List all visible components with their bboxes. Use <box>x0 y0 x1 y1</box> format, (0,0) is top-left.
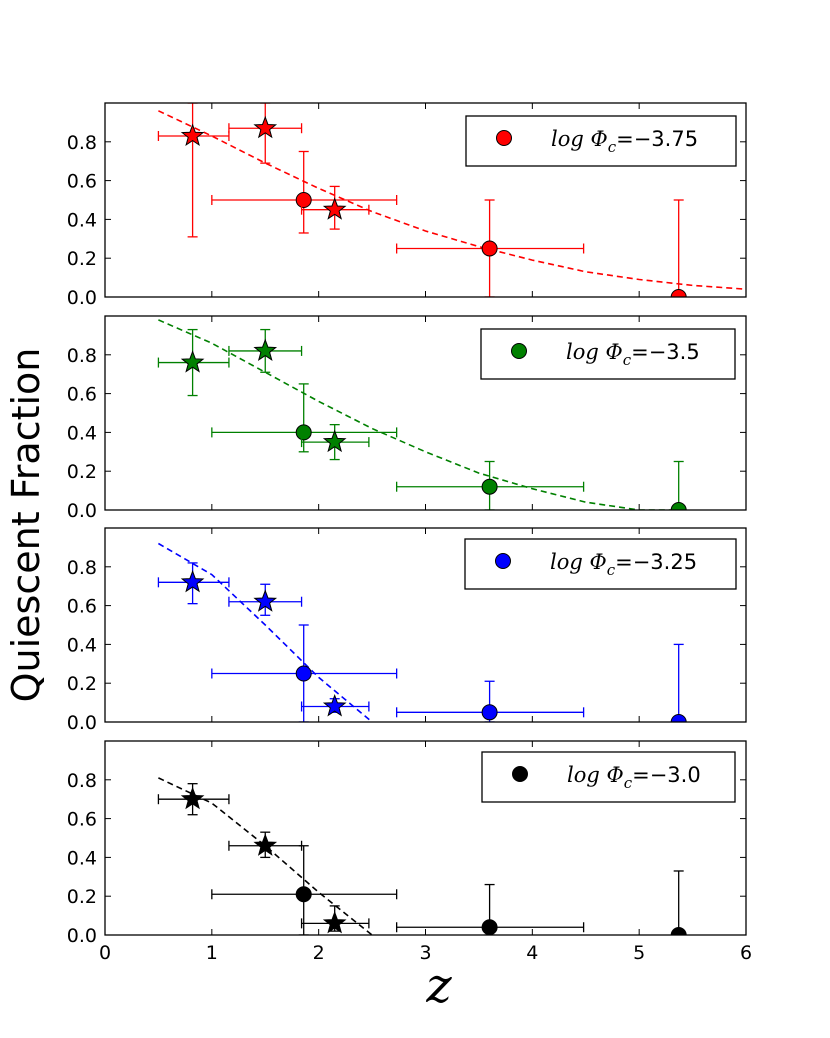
y-tick-label: 0.0 <box>67 712 97 734</box>
panel-1: 0.0 0.2 0.4 0.6 0.8 log Φc=−3.75 <box>67 102 747 309</box>
data-point-star <box>180 786 205 810</box>
y-tick-label: 0.0 <box>67 287 97 309</box>
y-tick-label: 0.6 <box>67 384 97 406</box>
data-point-circle <box>670 289 687 297</box>
y-tick-label: 0.6 <box>67 171 97 193</box>
legend-marker <box>512 766 528 782</box>
data-points <box>157 562 687 722</box>
data-point-star <box>322 429 347 453</box>
x-axis-label: z <box>425 958 452 1014</box>
y-tick-label: 0.0 <box>67 925 97 947</box>
y-tick-label: 0.8 <box>67 132 97 154</box>
legend-prefix: log Φ <box>551 127 608 151</box>
data-point-circle <box>481 478 498 495</box>
legend-marker <box>511 343 527 359</box>
y-tick-label: 0.6 <box>67 809 97 831</box>
x-tick-label: 6 <box>740 942 752 964</box>
y-tick-label: 0.2 <box>67 673 97 695</box>
legend: log Φc=−3.25 <box>464 538 737 590</box>
legend-value: =−3.5 <box>631 340 700 364</box>
data-point-circle <box>295 886 312 903</box>
data-point-star <box>180 350 205 373</box>
legend-prefix: log Φ <box>566 340 623 364</box>
panel-4: 0.0 0.2 0.4 0.6 0.8 0 1 2 3 4 5 6 log Φc=−3.0 <box>67 740 752 964</box>
data-point-star <box>180 569 205 593</box>
data-point-star <box>322 694 347 717</box>
legend-marker <box>495 553 511 569</box>
data-point-star <box>253 589 278 612</box>
panel-3: 0.0 0.2 0.4 0.6 0.8 log Φc=−3.25 <box>67 527 747 734</box>
data-points <box>157 328 687 510</box>
data-points <box>157 783 687 935</box>
y-tick-label: 0.2 <box>67 886 97 908</box>
data-point-circle <box>481 240 498 257</box>
data-points <box>157 103 687 297</box>
legend-subscript: c <box>623 351 632 369</box>
x-tick-label: 2 <box>313 942 325 964</box>
y-tick-label: 0.2 <box>67 248 97 270</box>
legend: log Φc=−3.75 <box>465 115 737 167</box>
x-tick-label: 4 <box>526 942 538 964</box>
legend-subscript: c <box>624 774 633 792</box>
data-point-star <box>180 123 205 147</box>
y-tick-label: 0.4 <box>67 634 97 656</box>
legend: log Φc=−3.0 <box>481 751 736 803</box>
data-point-star <box>253 338 278 361</box>
panels: 0.00.20.40.60.8 log Φc=−3.750.00.20.40.60… <box>67 102 752 964</box>
y-tick-label: 0.8 <box>67 557 97 579</box>
data-point-star <box>322 197 347 220</box>
data-point-circle <box>295 665 312 682</box>
y-tick-label: 0.8 <box>67 345 97 367</box>
data-point-circle <box>481 704 498 721</box>
fit-curve <box>158 319 672 510</box>
data-point-circle <box>295 192 312 208</box>
data-point-star <box>253 115 278 139</box>
legend-label: log Φc=−3.5 <box>566 340 700 369</box>
legend-value: =−3.75 <box>616 127 698 151</box>
data-point-circle <box>670 927 687 935</box>
legend-label: log Φc=−3.75 <box>551 127 698 156</box>
x-tick-label: 5 <box>633 942 645 964</box>
panel-2: 0.0 0.2 0.4 0.6 0.8 log Φc=−3.5 <box>67 315 747 522</box>
fit-curve <box>157 542 373 722</box>
y-tick-label: 0.4 <box>67 422 97 444</box>
fit-curve <box>158 110 746 290</box>
y-tick-label: 0.8 <box>67 770 97 792</box>
y-tick-label: 0.6 <box>67 596 97 618</box>
x-tick-label: 0 <box>99 942 111 964</box>
y-tick-label: 0.4 <box>67 209 97 231</box>
legend-value: =−3.25 <box>615 550 697 574</box>
legend-marker <box>496 130 512 146</box>
legend-prefix: log Φ <box>550 550 607 574</box>
data-point-circle <box>481 919 498 935</box>
x-tick-label: 3 <box>419 942 431 964</box>
legend-box <box>465 115 737 167</box>
data-point-circle <box>670 714 687 722</box>
y-axis-label: Quiescent Fraction <box>4 348 48 703</box>
legend-value: =−3.0 <box>632 763 701 787</box>
x-tick-label: 1 <box>206 942 218 964</box>
legend-prefix: log Φ <box>567 763 624 787</box>
data-point-circle <box>295 424 312 441</box>
data-point-circle <box>670 502 687 510</box>
legend-subscript: c <box>608 138 617 156</box>
y-tick-label: 0.0 <box>67 500 97 522</box>
y-tick-label: 0.2 <box>67 461 97 483</box>
legend-subscript: c <box>607 561 616 579</box>
legend-label: log Φc=−3.25 <box>550 550 697 579</box>
data-point-star <box>322 910 347 934</box>
data-point-star <box>253 833 278 856</box>
y-tick-label: 0.4 <box>67 847 97 869</box>
legend: log Φc=−3.5 <box>480 328 736 380</box>
legend-label: log Φc=−3.0 <box>567 763 701 792</box>
